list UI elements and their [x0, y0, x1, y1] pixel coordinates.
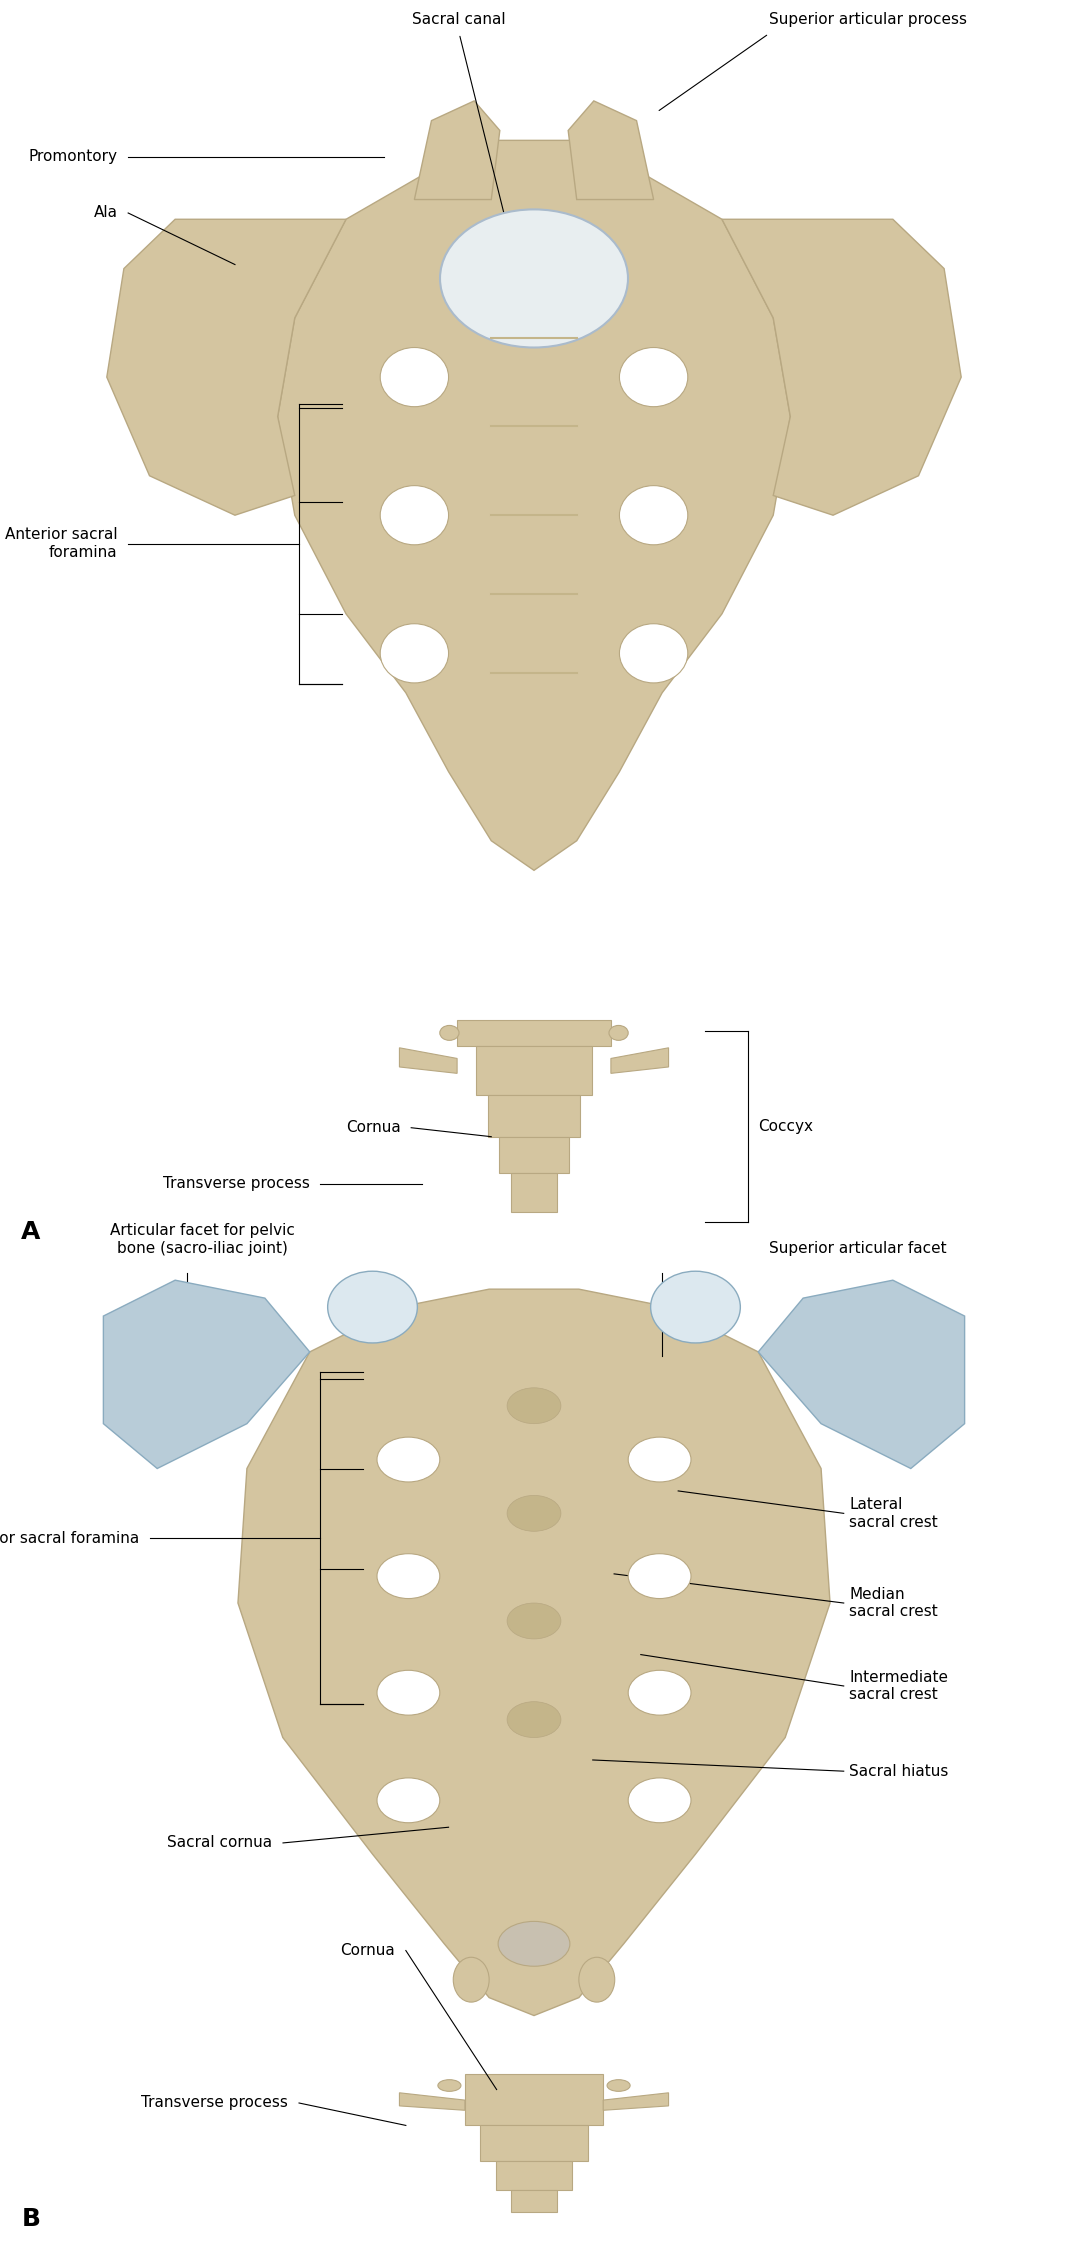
Ellipse shape — [607, 2081, 630, 2092]
Text: Sacral hiatus: Sacral hiatus — [849, 1764, 948, 1778]
Text: Transverse process: Transverse process — [162, 1177, 310, 1191]
Text: Anterior sacral
foramina: Anterior sacral foramina — [5, 527, 117, 560]
Polygon shape — [611, 1047, 669, 1074]
Ellipse shape — [619, 623, 688, 684]
Polygon shape — [399, 2092, 465, 2110]
Ellipse shape — [377, 1437, 440, 1482]
Ellipse shape — [579, 1957, 615, 2002]
Polygon shape — [481, 2125, 587, 2161]
Text: Superior articular process: Superior articular process — [769, 11, 967, 27]
Ellipse shape — [609, 1025, 628, 1040]
Text: Cornua: Cornua — [341, 1944, 395, 1957]
Polygon shape — [511, 1173, 557, 1211]
Polygon shape — [238, 1289, 830, 2016]
Polygon shape — [500, 1137, 568, 1173]
Text: Posterior sacral foramina: Posterior sacral foramina — [0, 1531, 139, 1545]
Ellipse shape — [440, 1025, 459, 1040]
Polygon shape — [399, 1047, 457, 1074]
Polygon shape — [496, 2161, 572, 2190]
Text: Articular facet for pelvic
bone (sacro-iliac joint): Articular facet for pelvic bone (sacro-i… — [110, 1224, 296, 1256]
Ellipse shape — [650, 1271, 740, 1343]
Ellipse shape — [453, 1957, 489, 2002]
Polygon shape — [476, 1045, 592, 1094]
Ellipse shape — [440, 209, 628, 348]
Ellipse shape — [377, 1670, 440, 1715]
Polygon shape — [414, 101, 500, 200]
Text: B: B — [21, 2206, 41, 2231]
Text: Cornua: Cornua — [346, 1121, 400, 1134]
Text: Sacral canal: Sacral canal — [412, 11, 506, 27]
Ellipse shape — [619, 348, 688, 406]
Polygon shape — [603, 2092, 669, 2110]
Text: Median
sacral crest: Median sacral crest — [849, 1587, 938, 1619]
Text: A: A — [21, 1220, 41, 1244]
Ellipse shape — [377, 1778, 440, 1823]
Ellipse shape — [628, 1554, 691, 1599]
Polygon shape — [465, 2074, 603, 2125]
Polygon shape — [457, 1020, 611, 1045]
Polygon shape — [488, 1094, 580, 1137]
Ellipse shape — [628, 1670, 691, 1715]
Text: Promontory: Promontory — [29, 150, 117, 164]
Ellipse shape — [507, 1603, 561, 1639]
Ellipse shape — [438, 2081, 461, 2092]
Text: Lateral
sacral crest: Lateral sacral crest — [849, 1498, 938, 1529]
Text: Coccyx: Coccyx — [758, 1119, 813, 1134]
Polygon shape — [278, 141, 790, 870]
Ellipse shape — [380, 487, 449, 545]
Polygon shape — [758, 1280, 964, 1469]
Ellipse shape — [507, 1388, 561, 1424]
Ellipse shape — [380, 348, 449, 406]
Ellipse shape — [498, 1921, 570, 1966]
Ellipse shape — [507, 1702, 561, 1738]
Text: Transverse process: Transverse process — [141, 2096, 288, 2110]
Ellipse shape — [377, 1554, 440, 1599]
Polygon shape — [568, 101, 654, 200]
Ellipse shape — [507, 1495, 561, 1531]
Polygon shape — [107, 220, 346, 516]
Text: Intermediate
sacral crest: Intermediate sacral crest — [849, 1670, 948, 1702]
Text: Ala: Ala — [94, 206, 117, 220]
Polygon shape — [104, 1280, 310, 1469]
Ellipse shape — [628, 1437, 691, 1482]
Ellipse shape — [380, 623, 449, 684]
Polygon shape — [511, 2190, 557, 2213]
Text: Superior articular facet: Superior articular facet — [769, 1240, 946, 1256]
Ellipse shape — [628, 1778, 691, 1823]
Ellipse shape — [619, 487, 688, 545]
Polygon shape — [722, 220, 961, 516]
Ellipse shape — [328, 1271, 418, 1343]
Text: Sacral cornua: Sacral cornua — [168, 1836, 272, 1850]
